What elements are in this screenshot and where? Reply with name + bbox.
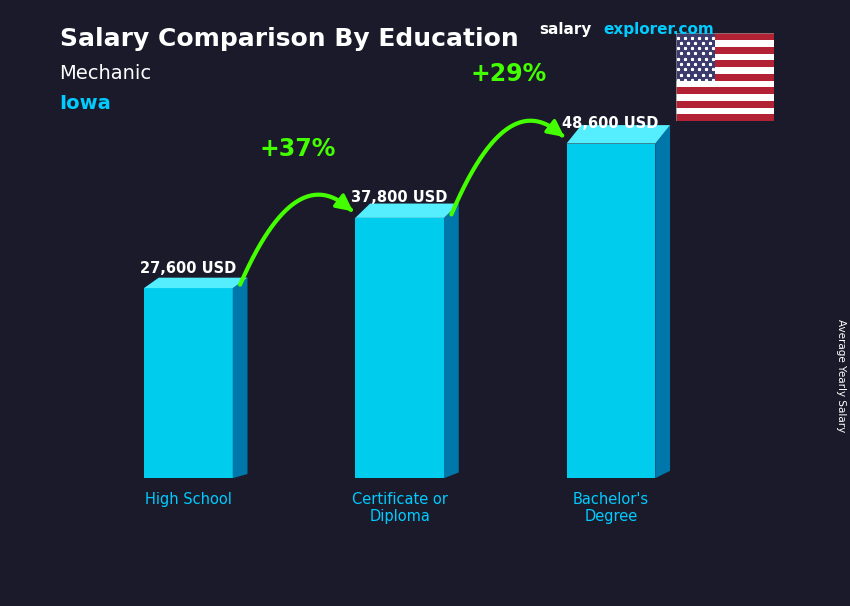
Polygon shape xyxy=(444,204,459,478)
Bar xyxy=(676,47,774,53)
Bar xyxy=(676,94,774,101)
Polygon shape xyxy=(233,278,247,478)
Bar xyxy=(676,61,774,67)
Polygon shape xyxy=(144,278,247,288)
Text: Mechanic: Mechanic xyxy=(60,64,151,82)
Polygon shape xyxy=(567,125,670,144)
Bar xyxy=(676,108,774,115)
Text: Certificate or
Diploma: Certificate or Diploma xyxy=(352,492,448,524)
Bar xyxy=(676,81,774,87)
Polygon shape xyxy=(355,218,444,478)
Text: 37,800 USD: 37,800 USD xyxy=(351,190,447,205)
Bar xyxy=(676,40,774,47)
Polygon shape xyxy=(655,125,670,478)
Bar xyxy=(676,33,774,40)
Text: Bachelor's
Degree: Bachelor's Degree xyxy=(573,492,649,524)
Bar xyxy=(676,74,774,81)
Bar xyxy=(676,67,774,74)
Bar xyxy=(676,53,774,61)
Polygon shape xyxy=(355,204,459,218)
Text: Iowa: Iowa xyxy=(60,94,111,113)
Text: High School: High School xyxy=(144,492,232,507)
Polygon shape xyxy=(144,288,233,478)
Text: explorer.com: explorer.com xyxy=(604,22,714,38)
Bar xyxy=(676,115,774,121)
Bar xyxy=(676,101,774,108)
Polygon shape xyxy=(567,144,655,478)
Text: Salary Comparison By Education: Salary Comparison By Education xyxy=(60,27,519,52)
Text: Average Yearly Salary: Average Yearly Salary xyxy=(836,319,846,432)
Text: 48,600 USD: 48,600 USD xyxy=(563,116,659,131)
Bar xyxy=(676,33,715,81)
Text: +29%: +29% xyxy=(471,62,547,87)
Text: +37%: +37% xyxy=(259,137,336,161)
Text: 27,600 USD: 27,600 USD xyxy=(139,261,236,276)
Bar xyxy=(676,87,774,94)
Text: salary: salary xyxy=(540,22,592,38)
